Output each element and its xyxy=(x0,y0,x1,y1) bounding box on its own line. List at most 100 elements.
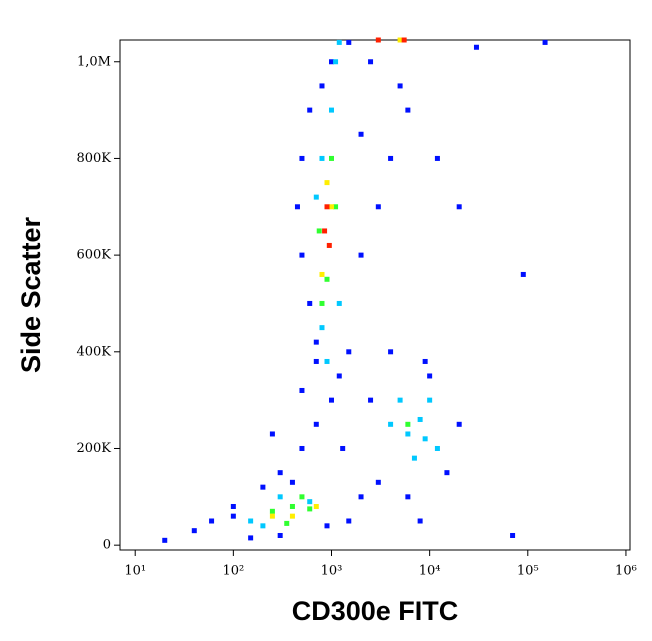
point xyxy=(427,397,433,403)
point xyxy=(324,180,330,186)
point xyxy=(397,37,403,43)
point xyxy=(427,373,433,379)
y-tick-label: 0 xyxy=(103,538,111,553)
point xyxy=(299,155,305,161)
point xyxy=(322,228,328,234)
point xyxy=(510,532,516,538)
point xyxy=(368,59,374,65)
point xyxy=(191,528,197,534)
point xyxy=(299,445,305,451)
point xyxy=(289,513,295,519)
point xyxy=(209,518,215,524)
point xyxy=(388,349,394,355)
point xyxy=(319,155,325,161)
y-tick-label: 800K xyxy=(76,151,111,166)
x-tick-label: 10² xyxy=(222,564,244,579)
x-tick-label: 10⁶ xyxy=(615,564,637,579)
point xyxy=(324,523,330,529)
point xyxy=(299,494,305,500)
point xyxy=(319,325,325,331)
point xyxy=(277,470,283,476)
point xyxy=(375,479,381,485)
point xyxy=(313,421,319,427)
point xyxy=(388,421,394,427)
point xyxy=(328,59,334,65)
point xyxy=(375,37,381,43)
point xyxy=(328,204,334,210)
point xyxy=(405,431,411,437)
point xyxy=(434,155,440,161)
point xyxy=(444,470,450,476)
point xyxy=(422,436,428,442)
point xyxy=(333,59,339,65)
point xyxy=(336,373,342,379)
x-tick-label: 10⁵ xyxy=(517,564,539,579)
point xyxy=(277,532,283,538)
point xyxy=(346,518,352,524)
point xyxy=(299,252,305,258)
point xyxy=(405,107,411,113)
plot-frame xyxy=(119,39,631,551)
point xyxy=(520,271,526,277)
point xyxy=(328,155,334,161)
point xyxy=(358,494,364,500)
point xyxy=(417,416,423,422)
point xyxy=(162,537,168,543)
point xyxy=(336,300,342,306)
point xyxy=(340,445,346,451)
y-tick-label: 600K xyxy=(76,248,111,263)
point xyxy=(248,535,254,541)
point xyxy=(336,39,342,45)
point xyxy=(417,518,423,524)
point xyxy=(326,242,332,248)
point xyxy=(307,300,313,306)
point xyxy=(299,387,305,393)
point xyxy=(284,520,290,526)
point xyxy=(401,37,407,43)
point xyxy=(405,421,411,427)
point xyxy=(333,204,339,210)
point xyxy=(368,397,374,403)
point xyxy=(277,494,283,500)
point xyxy=(405,494,411,500)
point xyxy=(346,349,352,355)
point xyxy=(313,194,319,200)
point xyxy=(260,484,266,490)
point xyxy=(328,107,334,113)
point xyxy=(328,397,334,403)
point xyxy=(269,431,275,437)
point xyxy=(346,39,352,45)
point xyxy=(375,204,381,210)
x-tick-label: 10⁴ xyxy=(419,564,441,579)
y-axis-label: Side Scatter xyxy=(16,216,46,373)
point xyxy=(422,358,428,364)
point xyxy=(316,228,322,234)
point xyxy=(307,499,313,505)
point xyxy=(358,131,364,137)
point xyxy=(397,83,403,89)
point xyxy=(542,39,548,45)
point xyxy=(324,276,330,282)
point xyxy=(456,421,462,427)
point xyxy=(324,358,330,364)
point xyxy=(289,479,295,485)
point xyxy=(269,513,275,519)
point xyxy=(397,397,403,403)
point xyxy=(473,44,479,50)
point xyxy=(313,358,319,364)
x-tick-label: 10³ xyxy=(321,564,343,579)
point xyxy=(313,339,319,345)
point xyxy=(456,204,462,210)
point xyxy=(269,508,275,514)
point xyxy=(307,107,313,113)
point xyxy=(248,518,254,524)
point xyxy=(388,155,394,161)
y-tick-label: 400K xyxy=(76,344,111,359)
y-tick-label: 1,0M xyxy=(77,54,111,69)
point xyxy=(324,204,330,210)
point xyxy=(434,445,440,451)
point xyxy=(307,506,313,512)
point xyxy=(289,503,295,509)
point xyxy=(319,83,325,89)
